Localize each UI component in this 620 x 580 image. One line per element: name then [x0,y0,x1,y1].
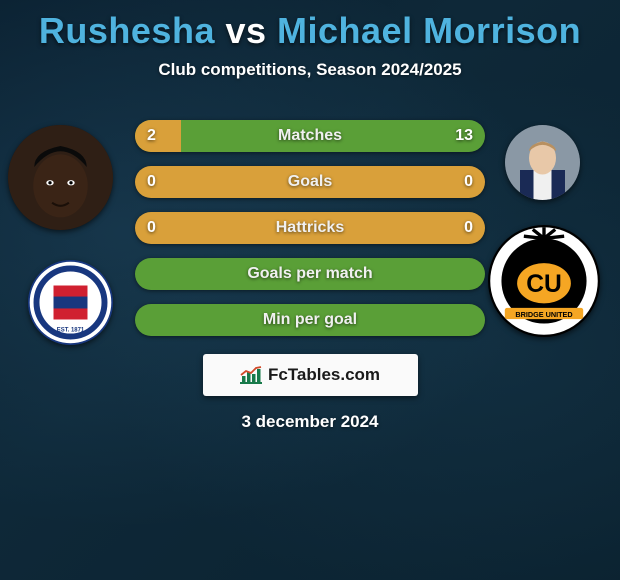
subtitle: Club competitions, Season 2024/2025 [0,60,620,80]
svg-text:CU: CU [526,271,562,298]
stat-row: 0 Goals 0 [135,166,485,198]
stat-label: Hattricks [276,219,344,237]
player1-avatar [8,125,113,230]
stat-label: Goals [288,173,332,191]
svg-text:EST. 1871: EST. 1871 [57,327,85,333]
player2-avatar [505,125,580,200]
stat-row: 2 Matches 13 [135,120,485,152]
stat-row: Goals per match [135,258,485,290]
stat-label: Matches [278,127,342,145]
player2-club-crest: CU BRIDGE UNITED [488,225,600,337]
stat-label: Goals per match [247,265,372,283]
stats-list: 2 Matches 13 0 Goals 0 0 Hattricks 0 Goals per ma… [135,120,485,336]
stat-value-left: 2 [147,127,156,145]
date: 3 december 2024 [0,412,620,432]
stat-row: Min per goal [135,304,485,336]
stat-label: Min per goal [263,311,357,329]
player1-club-crest: EST. 1871 [28,260,113,345]
stat-value-right: 0 [464,173,473,191]
stat-value-right: 0 [464,219,473,237]
comparison-title: Rushesha vs Michael Morrison [0,10,620,52]
stat-row: 0 Hattricks 0 [135,212,485,244]
svg-text:BRIDGE UNITED: BRIDGE UNITED [515,310,572,319]
stat-value-left: 0 [147,173,156,191]
stat-value-right: 13 [455,127,473,145]
chart-icon [240,366,262,384]
source-badge: FcTables.com [203,354,418,396]
stat-value-left: 0 [147,219,156,237]
source-name: FcTables.com [268,365,380,385]
